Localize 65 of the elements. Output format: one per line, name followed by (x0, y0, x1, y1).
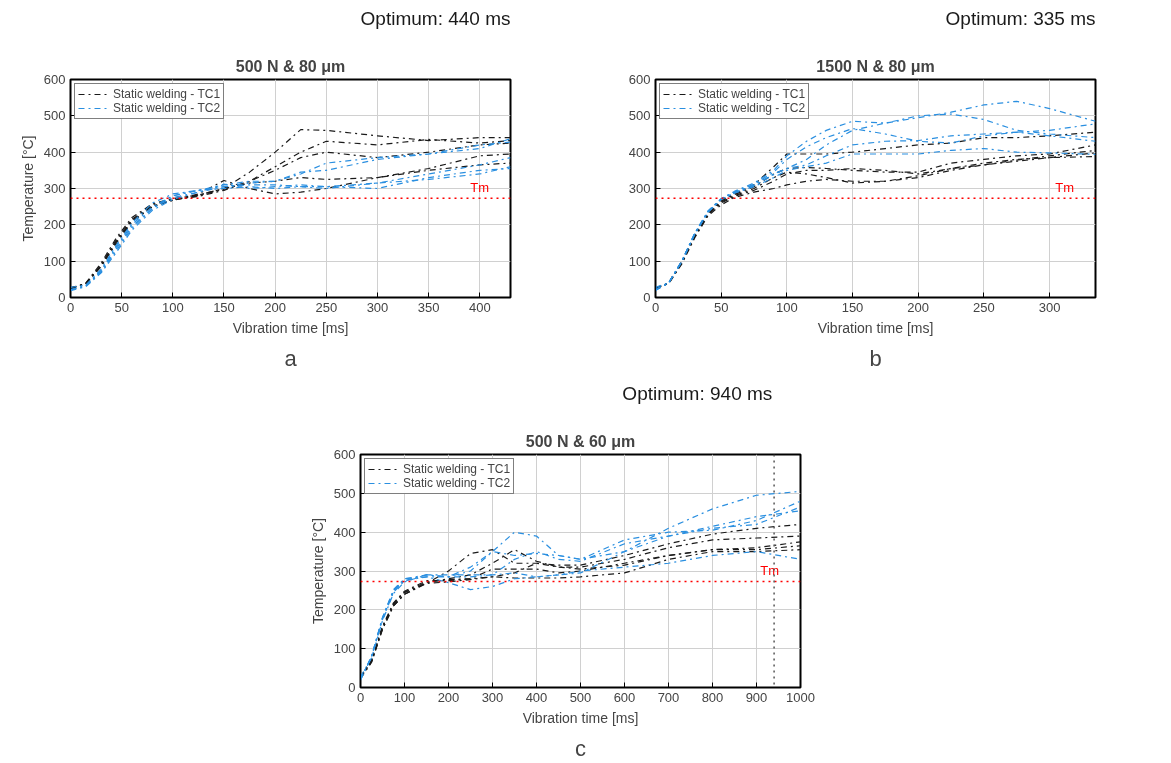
x-tick-label: 350 (417, 299, 440, 315)
x-tick-label: 100 (776, 299, 798, 315)
chart-title: 500 N & 80 μm (235, 57, 346, 75)
y-tick-label: 200 (628, 217, 651, 233)
x-tick-label: 200 (437, 689, 460, 705)
x-axis-title: Vibration time [ms] (817, 319, 934, 336)
x-tick-label: 150 (841, 299, 864, 315)
x-tick-label: 150 (213, 299, 235, 315)
ref-line-label: Tm (1055, 180, 1075, 196)
x-tick-label: 100 (393, 689, 416, 705)
legend-label: Static welding - TC1 (698, 87, 806, 101)
y-tick-label: 400 (43, 144, 66, 160)
x-tick-label: 300 (1038, 299, 1061, 315)
x-tick-label: 250 (315, 299, 338, 315)
x-tick-label: 900 (745, 689, 768, 705)
text: b (869, 345, 882, 371)
x-tick-label: 400 (525, 689, 548, 705)
chart-title: 1500 N & 80 μm (816, 57, 935, 75)
x-tick-label: 600 (613, 689, 636, 705)
legend-label: Static welding - TC2 (113, 101, 221, 115)
x-axis-title: Vibration time [ms] (522, 709, 639, 726)
x-tick-label: 50 (713, 299, 729, 315)
text: Optimum: 940 ms (622, 382, 773, 404)
y-tick-label: 600 (43, 72, 66, 87)
y-tick-label: 500 (628, 108, 651, 124)
x-tick-label: 1000 (786, 689, 815, 705)
y-axis-title: Temperature [°C] (19, 135, 36, 242)
x-tick-label: 500 (569, 689, 592, 705)
x-tick-label: 200 (264, 299, 287, 315)
y-tick-label: 300 (43, 181, 66, 196)
y-tick-label: 600 (628, 72, 651, 87)
y-axis-title: Temperature [°C] (309, 518, 326, 624)
x-tick-label: 700 (657, 689, 680, 705)
legend-label: Static welding - TC2 (403, 476, 511, 490)
x-tick-label: 200 (907, 299, 930, 315)
legend-label: Static welding - TC2 (698, 101, 806, 115)
x-tick-label: 50 (114, 299, 129, 315)
x-tick-label: 800 (701, 689, 724, 705)
text: Optimum: 440 ms (360, 7, 511, 29)
y-tick-label: 300 (628, 181, 651, 196)
ref-line-label: Tm (470, 180, 490, 196)
y-tick-label: 300 (333, 563, 356, 579)
legend-label: Static welding - TC1 (403, 462, 511, 476)
y-tick-label: 200 (333, 602, 356, 618)
x-axis-title: Vibration time [ms] (232, 319, 349, 336)
ref-line-label: Tm (760, 563, 780, 579)
x-tick-label: 100 (161, 299, 184, 315)
x-tick-label: 400 (468, 299, 491, 315)
y-tick-label: 100 (43, 253, 66, 269)
y-tick-label: 100 (333, 641, 356, 657)
text: c (575, 735, 586, 761)
x-tick-label: 300 (481, 689, 504, 705)
x-tick-label: 250 (973, 299, 995, 315)
text: a (284, 345, 298, 371)
text: Optimum: 335 ms (945, 7, 1096, 29)
y-tick-label: 400 (333, 524, 356, 540)
chart-title: 500 N & 60 μm (525, 432, 636, 450)
y-tick-label: 500 (333, 485, 356, 501)
y-tick-label: 600 (333, 447, 356, 462)
y-tick-label: 400 (628, 144, 651, 160)
x-tick-label: 300 (366, 299, 389, 315)
y-tick-label: 500 (43, 108, 66, 124)
legend-label: Static welding - TC1 (113, 87, 221, 101)
y-tick-label: 100 (628, 253, 651, 269)
y-tick-label: 200 (43, 217, 66, 233)
